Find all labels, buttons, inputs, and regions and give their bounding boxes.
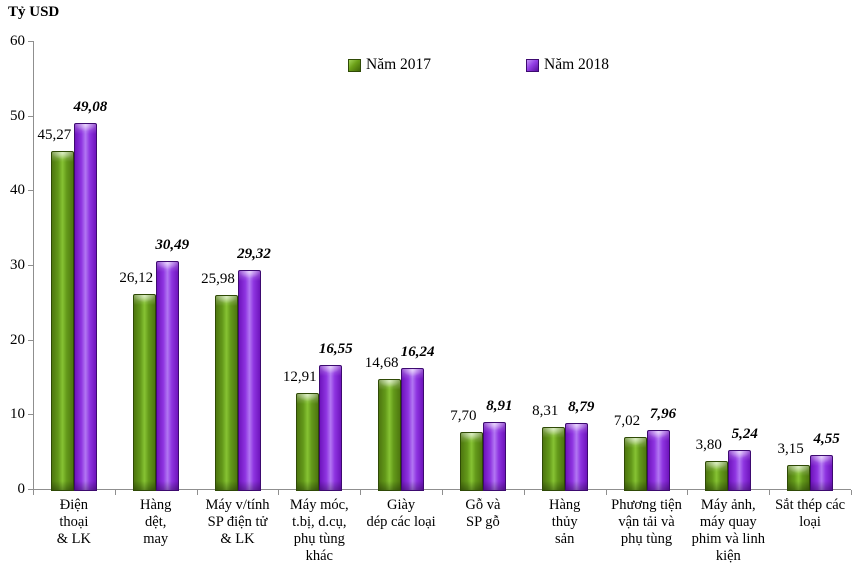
bar-2017-cat9 (705, 460, 729, 491)
legend-swatch-2018-icon (526, 58, 540, 72)
bar-2018-cat4 (319, 365, 343, 491)
x-axis-tick (769, 490, 771, 495)
y-axis-tick (28, 190, 33, 192)
y-axis-tick-label: 50 (10, 107, 25, 124)
x-axis-category-label: Hàng dệt, may (139, 497, 172, 547)
y-axis-tick (28, 339, 33, 341)
legend-label-2018: Năm 2018 (544, 56, 610, 73)
bar-2017-cat5 (378, 379, 402, 491)
y-axis-tick (28, 489, 33, 490)
x-axis-category-label: Điện thoại & LK (56, 497, 91, 547)
bar-2017-cat3 (214, 295, 238, 491)
legend-item-2017: Năm 2017 (348, 56, 431, 74)
x-axis-tick (605, 490, 607, 495)
x-axis-category-label: Hàng thủy sản (548, 497, 581, 547)
bar-2018-cat7 (564, 423, 588, 491)
y-axis-tick-label: 20 (10, 331, 25, 348)
x-axis-line (33, 489, 851, 490)
bar-2018-cat6 (482, 422, 506, 491)
bar-2018-cat10 (810, 455, 834, 491)
y-axis-tick-label: 60 (10, 33, 25, 49)
bar-2017-cat6 (459, 431, 483, 491)
y-axis-tick-label: 30 (10, 257, 25, 273)
x-axis-tick (360, 490, 362, 495)
bar-2018-cat5 (401, 367, 425, 491)
value-label-2018-cat2: 30,49 (155, 237, 190, 254)
bar-2018-cat3 (237, 270, 261, 491)
legend-label-2017: Năm 2017 (366, 56, 432, 73)
value-label-2018-cat6: 8,91 (486, 398, 513, 415)
bar-2018-cat9 (728, 449, 752, 491)
y-axis-tick (28, 265, 33, 266)
y-axis-tick-label: 0 (17, 481, 26, 497)
value-label-2018-cat10: 4,55 (813, 431, 840, 448)
value-label-2018-cat1: 49,08 (73, 98, 108, 115)
bar-2018-cat2 (155, 261, 179, 491)
value-label-2018-cat3: 29,32 (237, 246, 271, 263)
bar-2017-cat7 (541, 426, 565, 491)
chart-legend: Năm 2017 Năm 2018 (348, 56, 609, 74)
bar-2018-cat1 (73, 122, 97, 491)
x-axis-category-label: Gỗ và SP gỗ (465, 497, 501, 530)
x-axis-tick (33, 490, 34, 495)
value-label-2018-cat5: 16,24 (400, 343, 435, 360)
x-axis-category-label: Máy v/tính SP điện tử & LK (205, 497, 270, 547)
x-axis-tick (442, 490, 443, 495)
bar-2017-cat1 (50, 150, 74, 491)
y-axis-tick (28, 414, 33, 416)
value-label-2018-cat8: 7,96 (649, 405, 677, 422)
y-axis-title: Tỷ USD (8, 4, 60, 20)
value-label-2017-cat7: 8,31 (532, 402, 559, 419)
x-axis-tick (687, 490, 689, 495)
value-label-2017-cat4: 12,91 (282, 368, 317, 385)
value-label-2017-cat1: 45,27 (37, 126, 72, 143)
y-axis-line (33, 41, 34, 489)
value-label-2018-cat9: 5,24 (731, 425, 758, 442)
legend-item-2018: Năm 2018 (526, 56, 609, 74)
x-axis-category-label: Phương tiện vận tải và phụ tùng (611, 497, 682, 547)
value-label-2017-cat10: 3,15 (777, 441, 804, 458)
x-axis-category-label: Giày dép các loại (366, 497, 436, 530)
y-axis-tick-label: 40 (10, 182, 25, 199)
value-label-2017-cat9: 3,80 (695, 436, 722, 453)
legend-swatch-2017-icon (348, 58, 361, 72)
y-axis-tick (28, 115, 33, 117)
x-axis-tick (851, 490, 852, 495)
value-label-2018-cat7: 8,79 (568, 399, 595, 416)
x-axis-category-label: Máy ảnh, máy quay phim và linh kiện (691, 497, 765, 564)
x-axis-tick (278, 490, 280, 495)
value-label-2017-cat6: 7,70 (450, 407, 477, 424)
value-label-2017-cat5: 14,68 (364, 355, 399, 372)
bar-2017-cat8 (623, 436, 647, 491)
x-axis-category-label: Sắt thép các loại (775, 497, 846, 530)
x-axis-tick (196, 490, 198, 495)
x-axis-category-label: Máy móc, t.bị, d.cụ, phụ tùng khác (289, 497, 349, 564)
x-axis-tick (114, 490, 116, 495)
bar-2018-cat8 (646, 429, 670, 491)
bar-2017-cat4 (296, 392, 320, 491)
value-label-2017-cat3: 25,98 (201, 271, 235, 288)
bar-2017-cat10 (787, 465, 811, 491)
bar-2017-cat2 (132, 293, 156, 491)
value-label-2017-cat8: 7,02 (613, 412, 641, 429)
y-axis-tick-label: 10 (10, 406, 25, 423)
value-label-2018-cat4: 16,55 (318, 341, 353, 358)
value-label-2017-cat2: 26,12 (119, 269, 154, 286)
y-axis-tick (28, 41, 33, 42)
x-axis-tick (523, 490, 525, 495)
